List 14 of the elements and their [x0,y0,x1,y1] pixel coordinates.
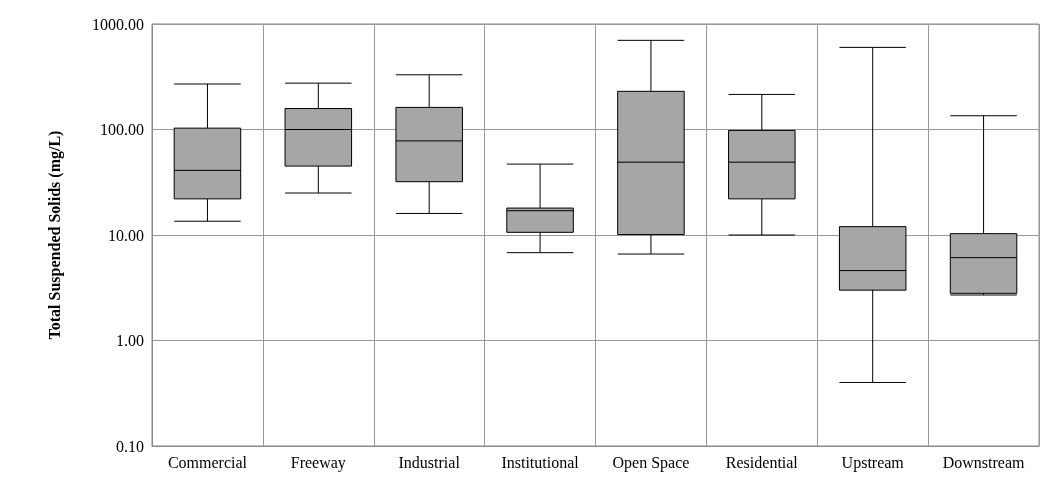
x-tick-label: Open Space [612,453,690,472]
x-tick-label: Upstream [841,453,905,472]
x-tick-label: Commercial [167,453,248,471]
y-axis-title: Total Suspended Solids (mg/L) [45,130,64,340]
y-tick-label: 100.00 [100,121,144,138]
x-tick-label: Institutional [501,453,580,471]
y-tick-label: 1.00 [116,332,144,349]
x-tick-label: Industrial [398,453,461,471]
y-tick-label: 10.00 [108,226,144,244]
y-tick-label: 1000.00 [92,15,144,33]
y-tick-label: 0.10 [116,437,144,455]
x-tick-label: Freeway [290,453,346,472]
x-tick-label: Residential [725,453,799,471]
x-tick-label: Downstream [942,453,1025,471]
